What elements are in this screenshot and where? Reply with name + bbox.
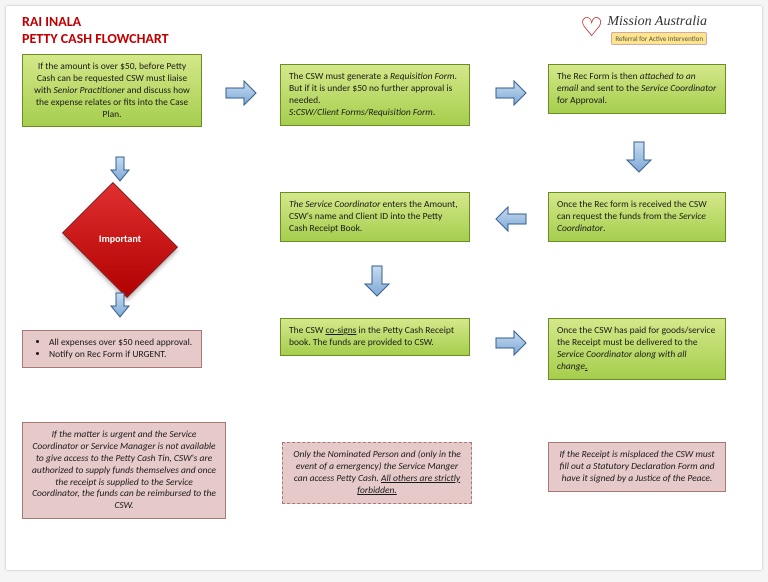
title-line-2: PETTY CASH FLOWCHART: [22, 30, 169, 47]
title-line-1: RAI INALA: [22, 13, 81, 30]
box-receipt-misplaced: If the Receipt is misplaced the CSW must…: [548, 442, 726, 492]
arrow-icon: [494, 326, 528, 360]
box-csw-cosigns: The CSW co-signs in the Petty Cash Recei…: [280, 318, 470, 356]
box-rec-attached: The Rec Form is then attached to an emai…: [548, 64, 726, 114]
page: RAI INALA PETTY CASH FLOWCHART ♡ Mission…: [6, 6, 762, 570]
arrow-icon: [224, 76, 258, 110]
box-urgent-matter: If the matter is urgent and the Service …: [22, 422, 226, 519]
important-label: Important: [84, 232, 156, 245]
box-sc-enters: The Service Coordinator enters the Amoun…: [280, 192, 470, 242]
arrow-icon: [622, 140, 656, 174]
logo-tagline: Referral for Active Intervention: [611, 32, 707, 45]
logo: ♡ Mission Australia Referral for Active …: [580, 14, 750, 60]
arrow-icon: [108, 292, 132, 318]
arrow-icon: [494, 76, 528, 110]
box-rec-received: Once the Rec form is received the CSW ca…: [548, 192, 726, 242]
bullet-urgent: Notify on Rec Form if URGENT.: [49, 349, 193, 361]
heart-icon: ♡: [580, 14, 603, 40]
arrow-icon: [360, 264, 394, 298]
logo-text: Mission Australia Referral for Active In…: [607, 14, 707, 45]
arrow-icon: [108, 156, 132, 182]
arrow-icon: [494, 202, 528, 236]
box-bullets: All expenses over $50 need approval. Not…: [22, 330, 202, 368]
logo-brand: Mission Australia: [607, 14, 707, 30]
box-paid-receipt: Once the CSW has paid for goods/service …: [548, 318, 726, 380]
page-title: RAI INALA PETTY CASH FLOWCHART: [22, 14, 169, 48]
box-nominated-person: Only the Nominated Person and (only in t…: [282, 442, 472, 504]
box-csw-requisition: The CSW must generate a Requisition Form…: [280, 64, 470, 126]
box-over-50: If the amount is over $50, before Petty …: [22, 54, 202, 127]
